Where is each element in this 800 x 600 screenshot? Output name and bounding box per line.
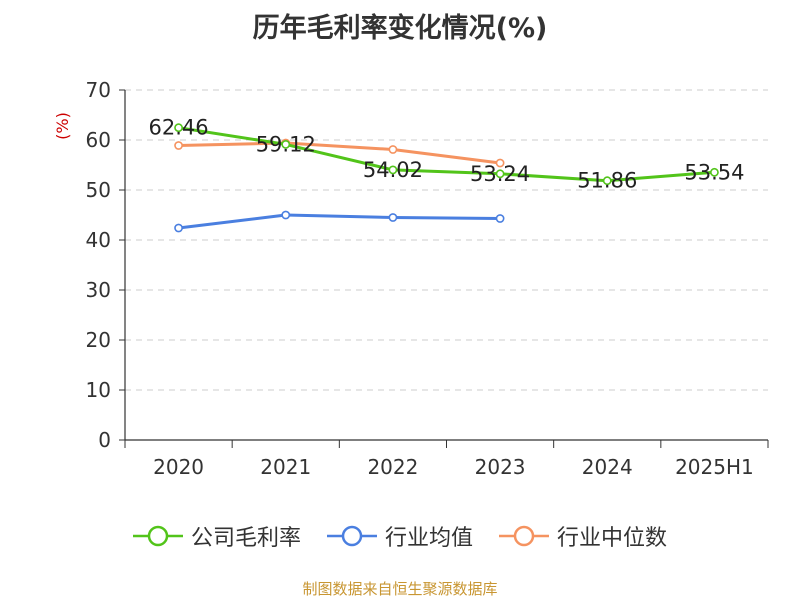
legend: 公司毛利率 行业均值 行业中位数 bbox=[0, 520, 800, 552]
x-tick-label: 2023 bbox=[475, 455, 526, 479]
data-label: 59.12 bbox=[256, 132, 316, 156]
chart-title: 历年毛利率变化情况(%) bbox=[252, 13, 548, 44]
data-label: 54.02 bbox=[363, 158, 423, 182]
x-tick-label: 2025H1 bbox=[675, 455, 754, 479]
series-line bbox=[178, 141, 501, 165]
data-point bbox=[174, 141, 183, 150]
source-note: 制图数据来自恒生聚源数据库 bbox=[302, 580, 498, 598]
data-labels: 62.46 59.12 54.02 53.24 51.86 53.54 bbox=[149, 116, 745, 193]
y-tick-label: 60 bbox=[86, 128, 111, 152]
grid-lines bbox=[125, 89, 768, 391]
data-point bbox=[710, 167, 719, 177]
data-label: 51.86 bbox=[577, 169, 637, 193]
data-point bbox=[495, 158, 505, 168]
data-point bbox=[388, 145, 398, 154]
data-point bbox=[174, 123, 183, 133]
y-tick-label: 50 bbox=[86, 178, 111, 202]
y-tick-label: 0 bbox=[98, 428, 111, 452]
legend-label: 行业中位数 bbox=[557, 526, 668, 551]
data-point bbox=[388, 213, 398, 222]
y-tick-label: 10 bbox=[86, 378, 111, 402]
legend-item[interactable]: 行业均值 bbox=[326, 520, 473, 552]
data-point bbox=[174, 223, 183, 233]
series-line bbox=[178, 213, 501, 230]
data-point bbox=[602, 176, 612, 186]
legend-swatch-icon bbox=[499, 525, 549, 547]
y-tick-label: 40 bbox=[86, 228, 111, 252]
series-lines bbox=[174, 123, 719, 233]
x-tick-label: 2022 bbox=[367, 455, 418, 479]
legend-item[interactable]: 公司毛利率 bbox=[132, 520, 301, 552]
data-point bbox=[495, 169, 505, 179]
legend-item[interactable]: 行业中位数 bbox=[499, 520, 667, 552]
x-tick-label: 2021 bbox=[260, 455, 311, 479]
data-label: 53.54 bbox=[684, 160, 744, 184]
series-line bbox=[178, 126, 715, 183]
legend-swatch-icon bbox=[132, 525, 183, 547]
x-tick-label: 2020 bbox=[153, 455, 204, 479]
y-tick-label: 20 bbox=[86, 328, 111, 352]
legend-label: 行业均值 bbox=[384, 526, 473, 551]
y-tick-label: 70 bbox=[86, 78, 111, 102]
y-tick-label: 30 bbox=[86, 278, 111, 302]
data-point bbox=[281, 139, 291, 149]
x-tick-label: 2024 bbox=[582, 455, 633, 479]
data-point bbox=[281, 210, 291, 220]
data-point bbox=[388, 165, 398, 175]
data-label: 53.24 bbox=[470, 162, 530, 186]
axes: 0 10 20 30 40 50 60 70 2020 2021 2022 2023 2024 2025H… bbox=[86, 78, 769, 479]
legend-label: 公司毛利率 bbox=[190, 526, 301, 551]
data-label: 62.46 bbox=[149, 116, 209, 140]
data-point bbox=[495, 214, 505, 223]
legend-swatch-icon bbox=[326, 525, 377, 547]
y-axis-unit-label: (%) bbox=[53, 112, 72, 140]
